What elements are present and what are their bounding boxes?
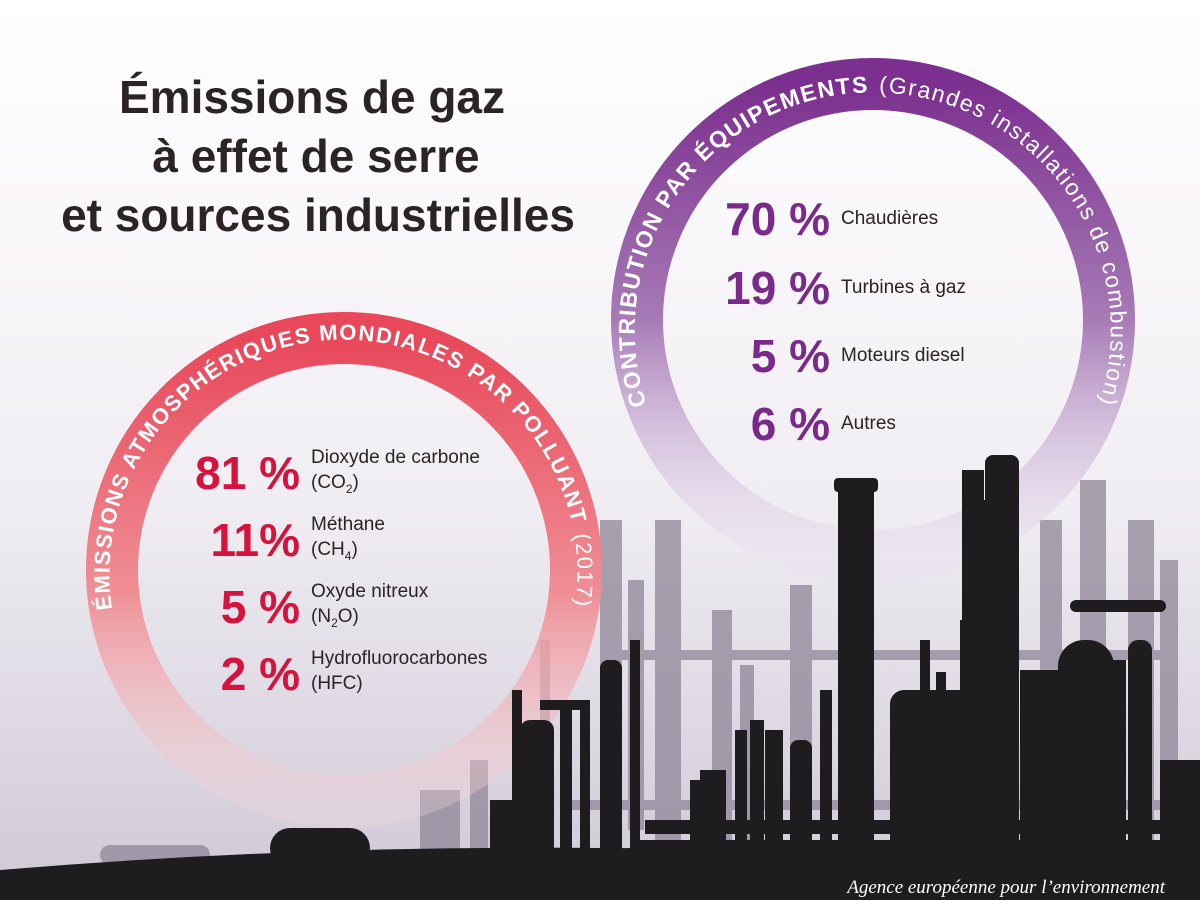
equipment-name: Chaudières (841, 208, 938, 229)
pollutant-percent: 11% (210, 514, 300, 566)
pollutant-percent: 5 % (221, 581, 300, 633)
source-credit: Agence européenne pour l’environnement (845, 877, 1165, 898)
equipment-item-moteurs: 5 % Moteurs diesel (751, 330, 965, 382)
pollutant-item-n2o: 5 % Oxyde nitreux (N2O) (221, 581, 429, 633)
pollutant-name: Oxyde nitreux (311, 581, 429, 602)
pollutant-percent: 81 % (195, 447, 300, 499)
pollutant-name: Dioxyde de carbone (311, 447, 480, 468)
pollutant-formula: (CH4) (311, 539, 358, 563)
title-line-1: Émissions de gaz (119, 71, 505, 123)
pollutant-item-co2: 81 % Dioxyde de carbone (CO2) (195, 447, 480, 499)
equipment-item-chaudieres: 70 % Chaudières (725, 193, 938, 245)
pollutant-item-ch4: 11% Méthane (CH4) (210, 514, 384, 566)
pollutant-name: Méthane (311, 514, 385, 535)
pollutant-formula: (CO2) (311, 472, 359, 496)
refinery-silhouette (0, 455, 1200, 900)
equipment-percent: 19 % (725, 262, 830, 314)
equipment-name: Moteurs diesel (841, 345, 965, 366)
title-line-2: à effet de serre (152, 130, 479, 182)
title-line-3: et sources industrielles (61, 189, 575, 241)
equipment-list: 70 % Chaudières 19 % Turbines à gaz 5 % … (725, 193, 966, 450)
pollutant-formula: (N2O) (311, 606, 359, 630)
equipment-name: Turbines à gaz (841, 277, 966, 298)
equipment-percent: 5 % (751, 330, 830, 382)
pollutant-percent: 2 % (221, 648, 300, 700)
pollutant-ring (86, 312, 602, 828)
pollutant-name: Hydrofluorocarbones (311, 648, 487, 669)
page-title: Émissions de gaz à effet de serre et sou… (61, 71, 575, 241)
pollutant-formula: (HFC) (311, 673, 363, 694)
pollutant-list: 81 % Dioxyde de carbone (CO2) 11% Méthan… (195, 447, 487, 700)
equipment-percent: 6 % (751, 398, 830, 450)
pollutant-item-hfc: 2 % Hydrofluorocarbones (HFC) (221, 648, 488, 700)
equipment-item-turbines: 19 % Turbines à gaz (725, 262, 966, 314)
equipment-name: Autres (841, 413, 896, 434)
equipment-percent: 70 % (725, 193, 830, 245)
equipment-item-autres: 6 % Autres (751, 398, 896, 450)
